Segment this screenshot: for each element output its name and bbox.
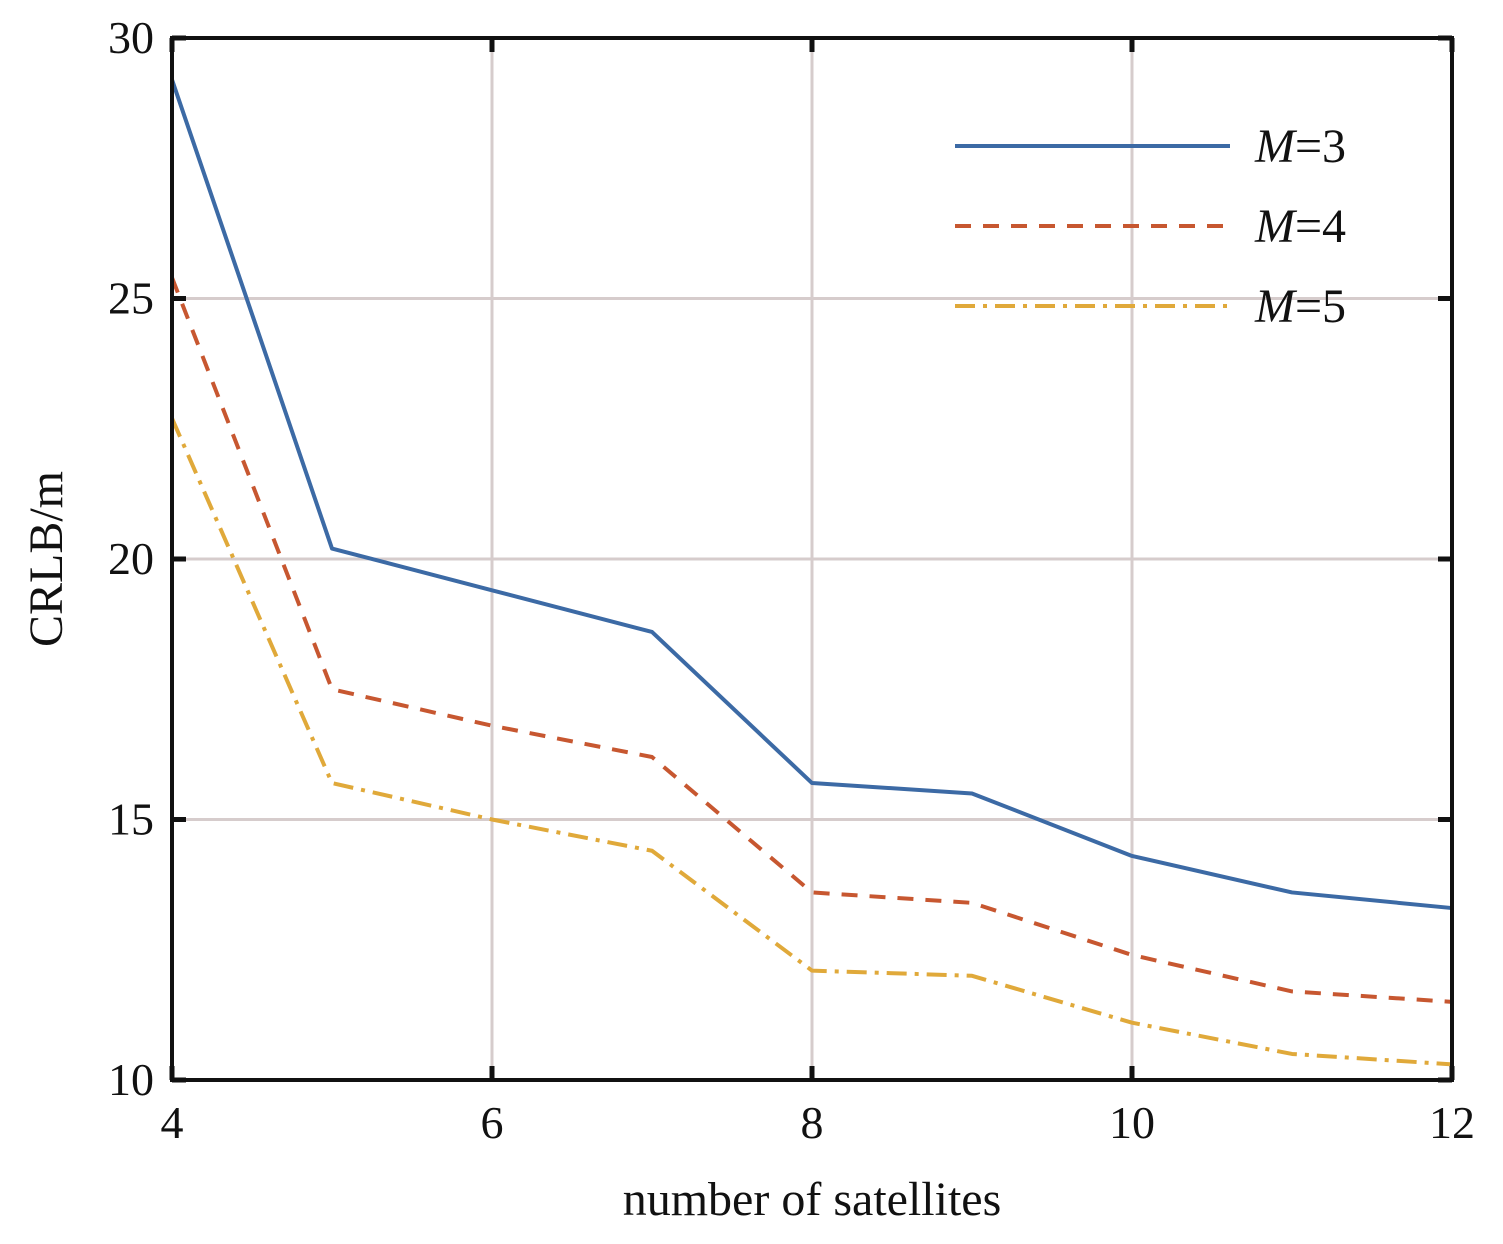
legend-label-3: M=5 xyxy=(1254,280,1346,333)
y-tick-label: 20 xyxy=(108,533,154,584)
series-line-1 xyxy=(170,79,1453,911)
legend-value: =5 xyxy=(1295,280,1346,333)
y-tick-label: 15 xyxy=(108,794,154,845)
x-tick-labels: 4 6 8 10 12 xyxy=(161,1097,1476,1148)
legend-value: =3 xyxy=(1295,120,1346,173)
x-tick-label: 4 xyxy=(161,1097,184,1148)
x-tick-label: 6 xyxy=(481,1097,504,1148)
legend: M=3M=4M=5 xyxy=(955,120,1346,333)
y-tick-labels: 10 15 20 25 30 xyxy=(108,12,154,1105)
y-tick-label: 10 xyxy=(108,1054,154,1105)
y-axis-label: CRLB/m xyxy=(20,471,73,647)
x-axis-label: number of satellites xyxy=(623,1173,1002,1226)
x-tick-label: 12 xyxy=(1429,1097,1475,1148)
legend-symbol: M xyxy=(1254,280,1298,333)
legend-symbol: M xyxy=(1254,200,1298,253)
grid-lines xyxy=(172,38,1452,1080)
legend-label-1: M=3 xyxy=(1254,120,1346,173)
series-line-3 xyxy=(170,417,1453,1067)
legend-value: =4 xyxy=(1295,200,1346,253)
x-tick-label: 10 xyxy=(1109,1097,1155,1148)
legend-label-2: M=4 xyxy=(1254,200,1346,253)
x-tick-label: 8 xyxy=(801,1097,824,1148)
axis-ticks xyxy=(169,35,1455,1083)
series-lines xyxy=(170,79,1453,1067)
y-tick-label: 30 xyxy=(108,12,154,63)
y-tick-label: 25 xyxy=(108,273,154,324)
legend-symbol: M xyxy=(1254,120,1298,173)
